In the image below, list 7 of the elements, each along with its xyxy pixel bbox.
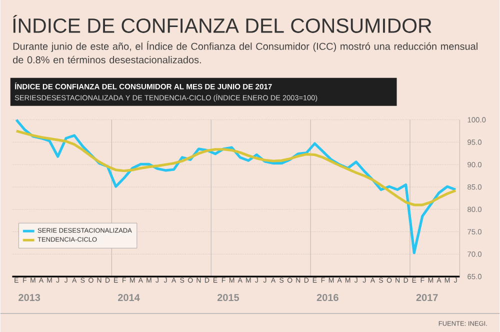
text: 2015 xyxy=(217,294,240,301)
chart-subtitle: Durante junio de este año, el Índice de Confianza del Consumidor (ICC) mostró una reducción mensual de 0.8% en términos desestacionalizados. xyxy=(13,40,478,64)
text: 2013 xyxy=(18,294,40,301)
text: 2017 xyxy=(416,294,438,301)
text: 2014 xyxy=(118,294,140,301)
text: 2016 xyxy=(316,294,338,301)
chart-title: ÍNDICE DE CONFIANZA DEL CONSUMIDOR xyxy=(13,14,432,33)
